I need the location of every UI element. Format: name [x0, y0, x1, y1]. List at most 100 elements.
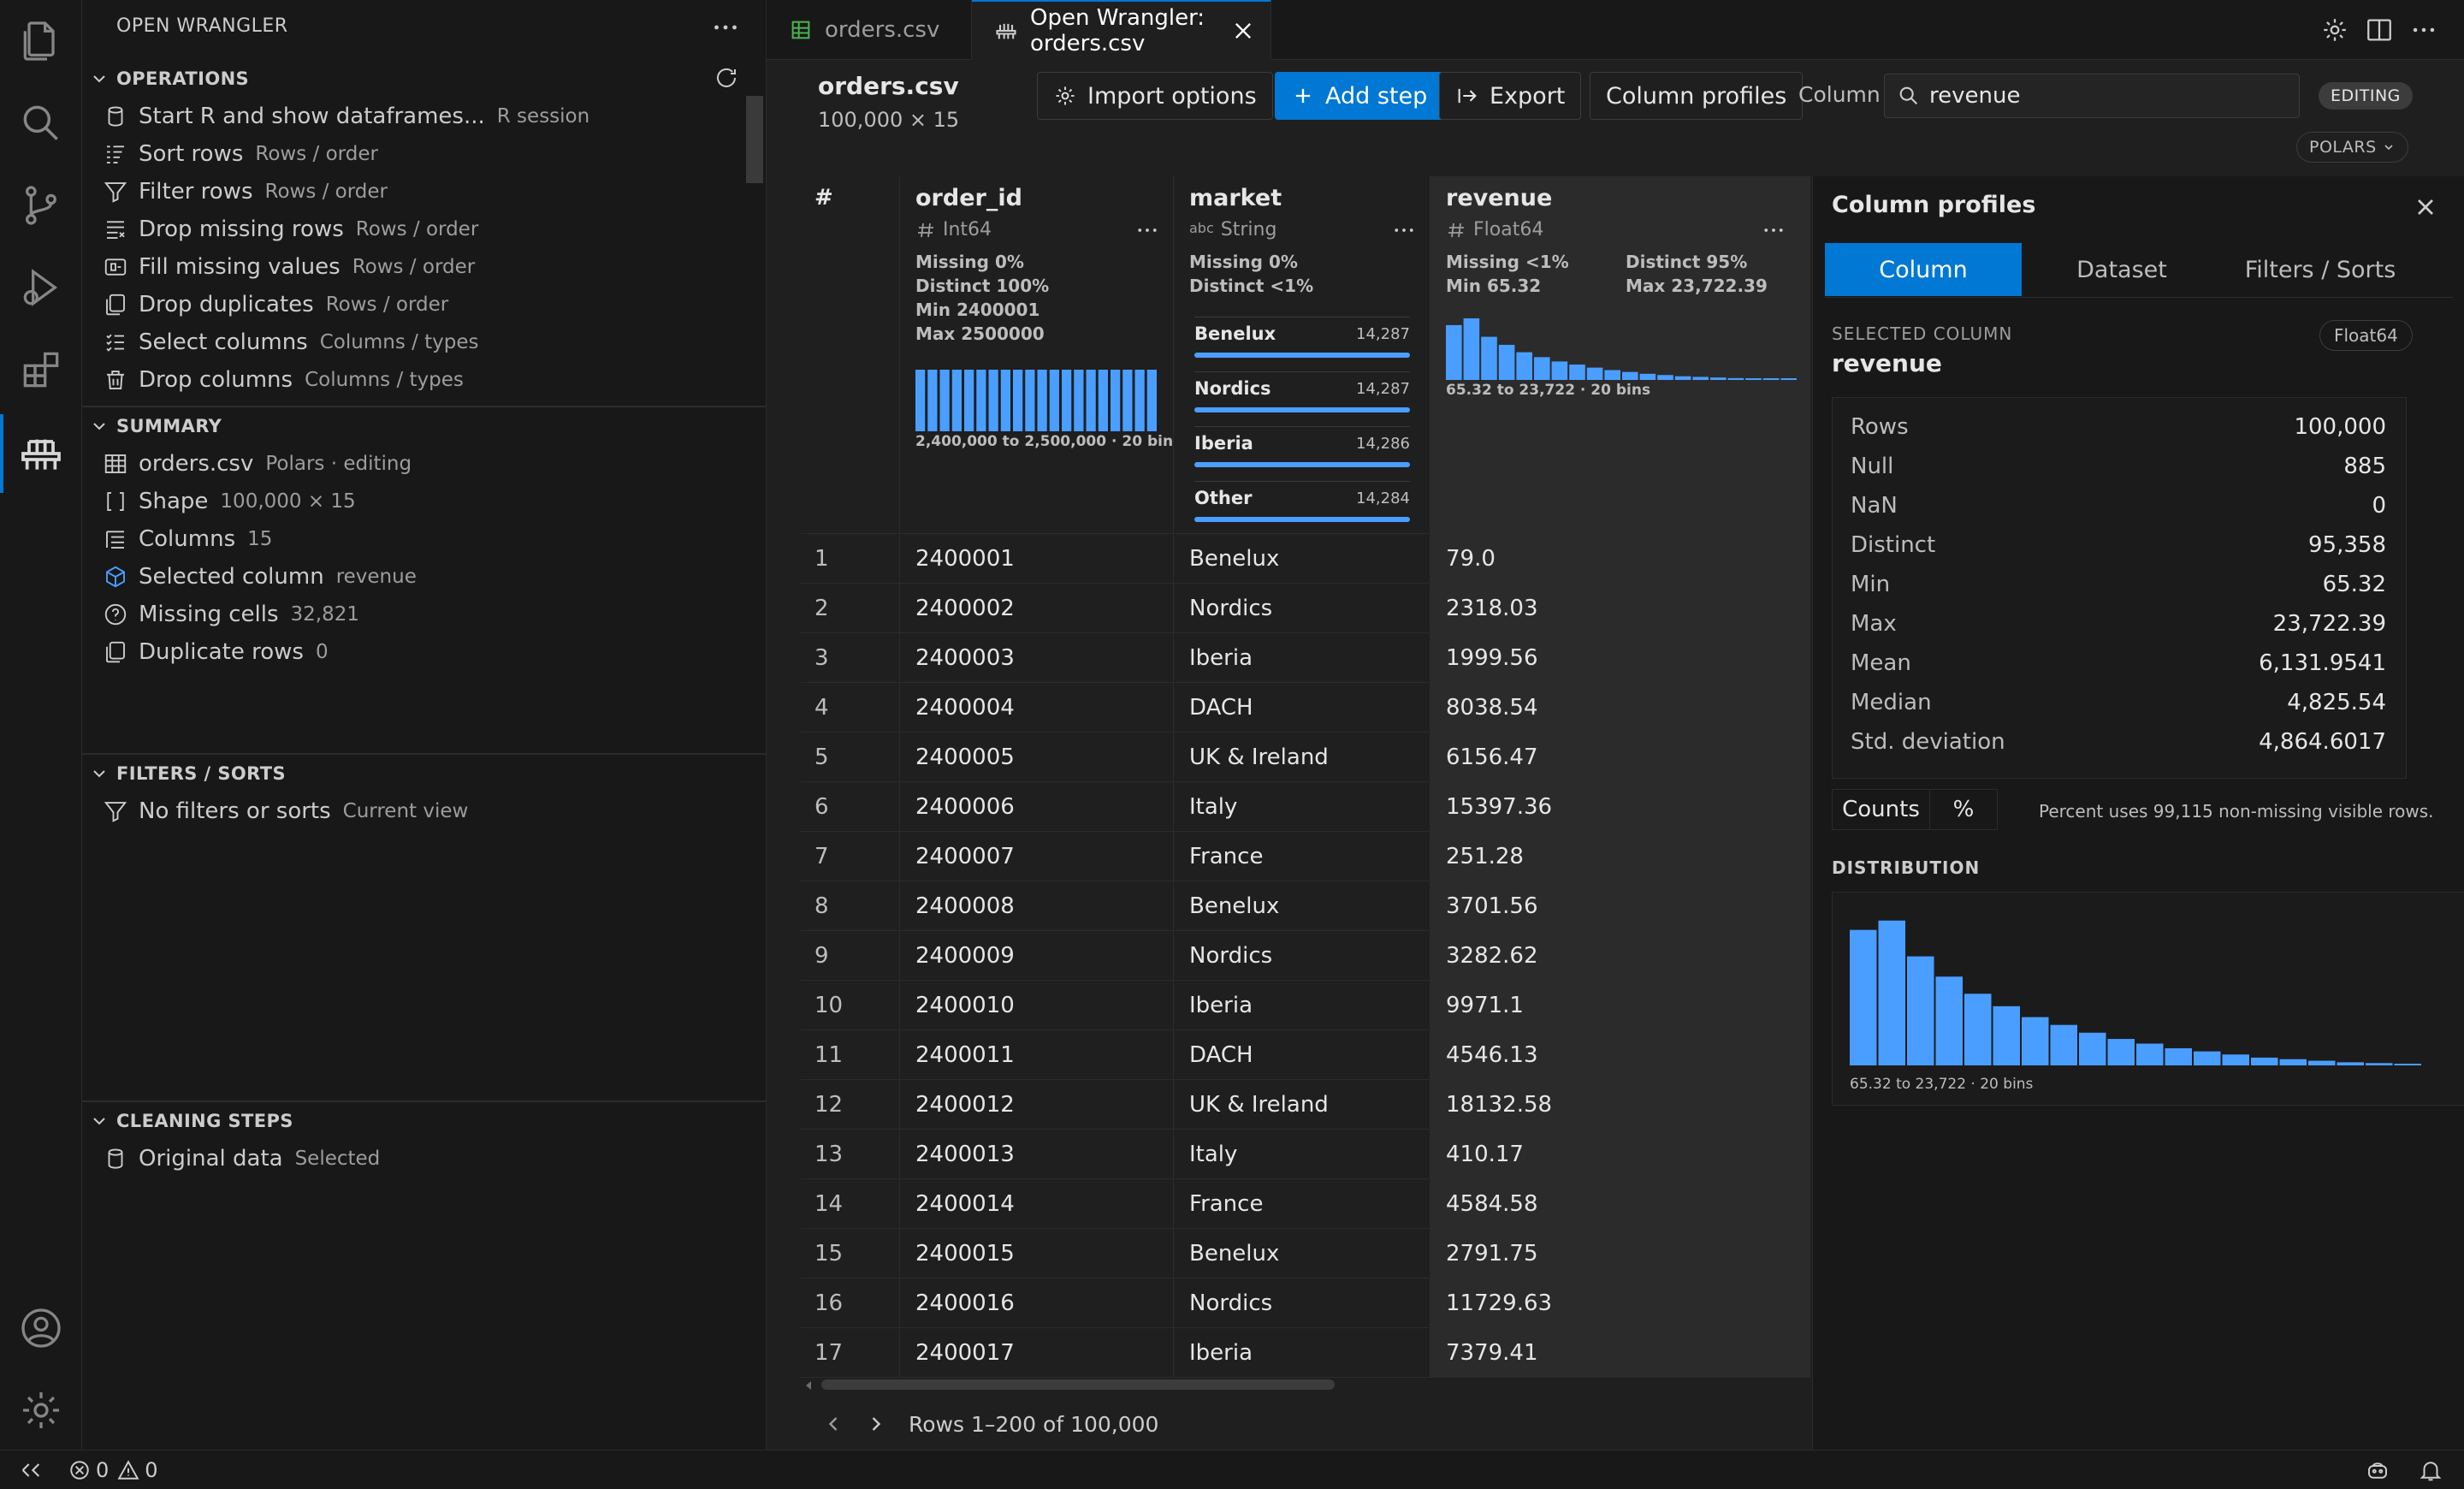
- section-cleaning[interactable]: CLEANING STEPS: [82, 1104, 767, 1138]
- table-cell[interactable]: 3282.62: [1430, 931, 1810, 981]
- table-cell[interactable]: 15397.36: [1430, 782, 1810, 832]
- table-cell[interactable]: Benelux: [1174, 881, 1430, 931]
- table-cell[interactable]: 4584.58: [1430, 1179, 1810, 1229]
- explorer-icon[interactable]: [17, 17, 65, 65]
- copilot-icon[interactable]: [2365, 1457, 2390, 1483]
- sidebar-row[interactable]: Start R and show dataframes... R session: [96, 98, 746, 135]
- column-search-input[interactable]: [1929, 83, 2289, 109]
- column-menu-icon[interactable]: [1761, 217, 1786, 243]
- table-cell[interactable]: Nordics: [1174, 1278, 1430, 1328]
- table-cell[interactable]: 251.28: [1430, 832, 1810, 881]
- more-icon[interactable]: [710, 12, 741, 43]
- sidebar-row[interactable]: Fill missing values Rows / order: [96, 248, 746, 286]
- column-menu-icon[interactable]: [1391, 217, 1417, 243]
- table-cell[interactable]: 11729.63: [1430, 1278, 1810, 1328]
- table-cell[interactable]: 2318.03: [1430, 584, 1810, 633]
- table-cell[interactable]: 2400013: [900, 1130, 1174, 1179]
- warning-icon[interactable]: [117, 1459, 139, 1481]
- table-cell[interactable]: 2400017: [900, 1328, 1174, 1378]
- add-step-button[interactable]: Add step: [1275, 72, 1444, 120]
- table-cell[interactable]: 2400004: [900, 683, 1174, 733]
- prev-page-icon[interactable]: [821, 1412, 845, 1436]
- sidebar-row[interactable]: Drop columns Columns / types: [96, 361, 746, 399]
- table-cell[interactable]: 2400002: [900, 584, 1174, 633]
- table-cell[interactable]: Italy: [1174, 1130, 1430, 1179]
- table-cell[interactable]: Nordics: [1174, 931, 1430, 981]
- sidebar-row[interactable]: Duplicate rows 0: [96, 633, 746, 671]
- tab-orders-csv[interactable]: orders.csv: [767, 0, 972, 60]
- table-cell[interactable]: 2400003: [900, 633, 1174, 683]
- table-cell[interactable]: 2400007: [900, 832, 1174, 881]
- table-cell[interactable]: 2400012: [900, 1080, 1174, 1130]
- section-filters[interactable]: FILTERS / SORTS: [82, 756, 767, 791]
- table-cell[interactable]: 2400009: [900, 931, 1174, 981]
- sidebar-row[interactable]: Selected column revenue: [96, 558, 746, 596]
- table-cell[interactable]: 1999.56: [1430, 633, 1810, 683]
- extensions-icon[interactable]: [17, 346, 65, 394]
- search-icon[interactable]: [17, 99, 65, 147]
- table-cell[interactable]: 79.0: [1430, 534, 1810, 584]
- split-editor-icon[interactable]: [2365, 15, 2394, 44]
- percent-toggle[interactable]: %: [1952, 797, 1975, 822]
- column-profiles-button[interactable]: Column profiles: [1590, 72, 1804, 120]
- table-cell[interactable]: 2791.75: [1430, 1229, 1810, 1278]
- table-cell[interactable]: France: [1174, 832, 1430, 881]
- run-debug-icon[interactable]: [17, 264, 65, 311]
- table-cell[interactable]: Iberia: [1174, 633, 1430, 683]
- open-wrangler-icon[interactable]: [17, 430, 65, 478]
- table-cell[interactable]: 6156.47: [1430, 733, 1810, 782]
- manage-gear-icon[interactable]: [17, 1386, 65, 1434]
- table-cell[interactable]: Benelux: [1174, 534, 1430, 584]
- category-item[interactable]: Other 14,284: [1186, 481, 1419, 534]
- sidebar-row[interactable]: Filter rows Rows / order: [96, 173, 746, 211]
- table-cell[interactable]: Iberia: [1174, 981, 1430, 1030]
- section-summary[interactable]: SUMMARY: [82, 409, 767, 443]
- table-cell[interactable]: 2400005: [900, 733, 1174, 782]
- remote-icon[interactable]: [19, 1458, 43, 1482]
- table-cell[interactable]: 9971.1: [1430, 981, 1810, 1030]
- next-page-icon[interactable]: [864, 1412, 888, 1436]
- table-cell[interactable]: UK & Ireland: [1174, 733, 1430, 782]
- table-cell[interactable]: 2400015: [900, 1229, 1174, 1278]
- counts-toggle[interactable]: Counts: [1833, 790, 1930, 829]
- horizontal-scrollbar[interactable]: [821, 1379, 1335, 1390]
- import-options-button[interactable]: Import options: [1037, 72, 1273, 120]
- table-cell[interactable]: 18132.58: [1430, 1080, 1810, 1130]
- table-cell[interactable]: 4546.13: [1430, 1030, 1810, 1080]
- sidebar-row[interactable]: orders.csv Polars · editing: [96, 445, 746, 483]
- sidebar-row[interactable]: Drop missing rows Rows / order: [96, 211, 746, 248]
- table-cell[interactable]: 410.17: [1430, 1130, 1810, 1179]
- column-header-market[interactable]: market abc String Missing 0% Distinct <1…: [1174, 176, 1430, 534]
- column-menu-icon[interactable]: [1134, 217, 1160, 243]
- sidebar-row[interactable]: Select columns Columns / types: [96, 323, 746, 361]
- tab-dataset[interactable]: Dataset: [2076, 256, 2167, 283]
- sidebar-row[interactable]: Shape 100,000 × 15: [96, 483, 746, 520]
- settings-gear-icon[interactable]: [2320, 15, 2349, 44]
- table-cell[interactable]: 7379.41: [1430, 1328, 1810, 1378]
- error-icon[interactable]: [68, 1459, 91, 1481]
- column-header-revenue[interactable]: revenue Float64 Missing <1% Min 65.32 Di…: [1430, 176, 1810, 534]
- engine-select[interactable]: POLARS: [2296, 132, 2408, 163]
- tab-column[interactable]: Column: [1825, 243, 2022, 296]
- table-cell[interactable]: 2400006: [900, 782, 1174, 832]
- column-header-order-id[interactable]: order_id Int64 Missing 0% Distinct 100% …: [900, 176, 1182, 534]
- source-control-icon[interactable]: [17, 181, 65, 229]
- sidebar-row[interactable]: Columns 15: [96, 520, 746, 558]
- category-item[interactable]: Iberia 14,286: [1186, 426, 1419, 479]
- table-cell[interactable]: 2400001: [900, 534, 1174, 584]
- sidebar-row[interactable]: Missing cells 32,821: [96, 596, 746, 633]
- table-cell[interactable]: 2400014: [900, 1179, 1174, 1229]
- table-cell[interactable]: 2400016: [900, 1278, 1174, 1328]
- table-cell[interactable]: DACH: [1174, 683, 1430, 733]
- more-actions-icon[interactable]: [2409, 15, 2438, 44]
- scroll-left-icon[interactable]: [803, 1379, 816, 1391]
- close-icon[interactable]: [2412, 193, 2439, 221]
- sidebar-row[interactable]: Original data Selected: [96, 1140, 746, 1178]
- table-cell[interactable]: DACH: [1174, 1030, 1430, 1080]
- close-icon[interactable]: [1231, 19, 1255, 43]
- tab-filters-sorts[interactable]: Filters / Sorts: [2244, 256, 2396, 283]
- table-cell[interactable]: 2400008: [900, 881, 1174, 931]
- account-icon[interactable]: [17, 1304, 65, 1352]
- table-cell[interactable]: 2400010: [900, 981, 1174, 1030]
- table-cell[interactable]: Nordics: [1174, 584, 1430, 633]
